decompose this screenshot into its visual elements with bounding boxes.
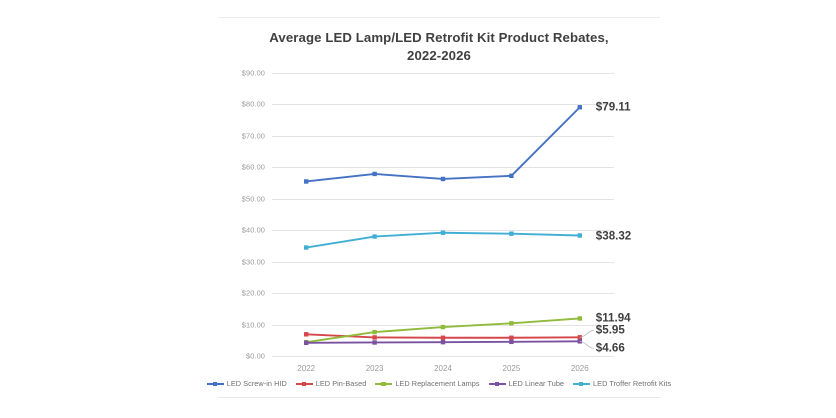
legend-item[interactable]: LED Replacement Lamps xyxy=(375,379,479,388)
series-marker xyxy=(372,340,377,345)
series-marker xyxy=(304,245,309,250)
y-axis-tick-label: $80.00 xyxy=(241,99,265,109)
x-axis-tick-label: 2024 xyxy=(434,364,452,373)
series-marker xyxy=(372,171,377,177)
chart-title-line-1: Average LED Lamp/LED Retrofit Kit Produc… xyxy=(269,30,609,45)
legend-item[interactable]: LED Screw-in HID xyxy=(206,379,287,388)
y-axis-tick-label: $30.00 xyxy=(241,257,265,267)
legend-swatch-icon xyxy=(295,380,313,387)
gridline xyxy=(272,293,614,295)
plot-area: $90.00 $80.00 $70.00 $60.00 $50.00 $40.00 $30.… xyxy=(242,69,631,374)
legend-label: LED Pin-Based xyxy=(315,379,367,388)
series-marker xyxy=(577,233,582,238)
data-label: $4.66 xyxy=(595,341,625,355)
series-marker xyxy=(509,321,514,326)
legend-label: LED Replacement Lamps xyxy=(395,379,480,388)
label-leader-line xyxy=(579,329,594,338)
legend-swatch-icon xyxy=(488,380,506,387)
series-marker xyxy=(577,316,582,321)
y-axis-tick-label: $70.00 xyxy=(241,131,265,141)
series-marker xyxy=(509,335,514,340)
legend-item[interactable]: LED Linear Tube xyxy=(488,379,565,388)
series-marker xyxy=(440,335,446,340)
legend-swatch-icon xyxy=(573,380,591,387)
series-line xyxy=(305,106,581,183)
series-marker xyxy=(440,339,446,345)
legend-label: LED Troffer Retrofit Kits xyxy=(593,379,672,388)
gridline xyxy=(272,167,614,169)
gridline xyxy=(272,73,614,74)
gridline xyxy=(272,198,614,200)
series-marker xyxy=(509,339,514,345)
gridline xyxy=(272,261,614,263)
legend-swatch-icon xyxy=(206,380,224,387)
series-marker xyxy=(509,173,514,179)
series-marker xyxy=(372,335,377,340)
series-marker xyxy=(304,340,309,345)
gridline xyxy=(272,356,614,357)
x-axis-tick-label: 2023 xyxy=(365,364,384,373)
y-axis-tick-label: $40.00 xyxy=(241,225,265,235)
x-axis-tick-label: 2022 xyxy=(297,364,316,373)
legend-label: LED Linear Tube xyxy=(508,379,565,388)
series-marker xyxy=(440,176,446,182)
series-marker xyxy=(372,234,377,239)
x-axis-tick-label: 2025 xyxy=(502,364,521,373)
chart-title-line-2: 2022-2026 xyxy=(407,48,471,63)
legend-item[interactable]: LED Pin-Based xyxy=(295,379,367,388)
series-marker xyxy=(440,324,446,330)
y-axis-tick-label: $60.00 xyxy=(241,162,265,172)
y-axis-tick-label: $50.00 xyxy=(241,194,265,204)
y-axis-tick-label: $90.00 xyxy=(241,68,265,78)
legend-label: LED Screw-in HID xyxy=(226,379,287,388)
series-marker xyxy=(304,332,309,337)
label-leader-line xyxy=(579,340,594,349)
gridline xyxy=(272,104,614,106)
series-line xyxy=(305,231,581,249)
series-marker xyxy=(509,231,514,236)
data-label: $79.11 xyxy=(595,100,631,114)
y-axis-tick-label: $20.00 xyxy=(241,288,265,298)
data-label: $38.32 xyxy=(595,229,632,242)
series-marker xyxy=(372,329,377,335)
data-label: $11.94 xyxy=(595,311,631,325)
y-axis-tick-label: $0.00 xyxy=(246,351,265,361)
chart-container: Average LED Lamp/LED Retrofit Kit Produc… xyxy=(206,17,671,398)
chart-title: Average LED Lamp/LED Retrofit Kit Produc… xyxy=(218,29,660,65)
series-marker xyxy=(304,179,309,184)
series-marker xyxy=(440,230,446,235)
data-label: $5.95 xyxy=(595,323,625,337)
legend-item[interactable]: LED Troffer Retrofit Kits xyxy=(573,379,671,388)
chart-legend: LED Screw-in HID LED Pin-Based LED Replace… xyxy=(206,379,671,388)
y-axis-tick-label: $10.00 xyxy=(241,320,265,330)
legend-swatch-icon xyxy=(375,380,393,387)
series-marker xyxy=(577,105,582,110)
gridline xyxy=(272,135,614,137)
series-lines xyxy=(304,105,594,349)
x-axis-tick-label: 2026 xyxy=(570,364,589,373)
